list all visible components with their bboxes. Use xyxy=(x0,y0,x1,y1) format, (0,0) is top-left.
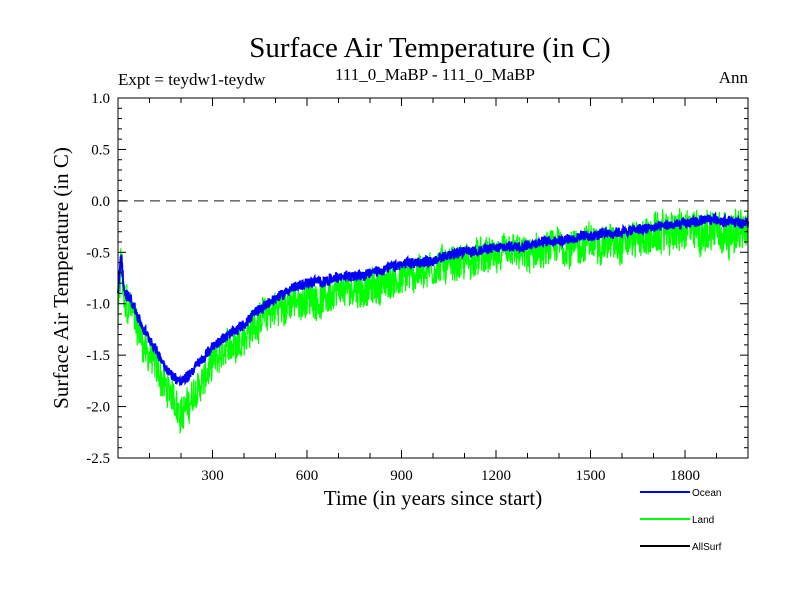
season-label: Ann xyxy=(719,68,749,87)
period-label: 111_0_MaBP - 111_0_MaBP xyxy=(335,65,535,84)
chart-title: Surface Air Temperature (in C) xyxy=(249,32,610,64)
x-tick-label: 1500 xyxy=(576,468,606,484)
legend-label-land: Land xyxy=(692,515,714,526)
y-tick-label: -1.0 xyxy=(86,297,110,313)
chart-legend: Ocean Land AllSurf xyxy=(640,488,722,553)
y-tick-label: -1.5 xyxy=(86,348,110,364)
y-tick-label: -2.0 xyxy=(86,400,110,416)
y-tick-label: 0.5 xyxy=(91,142,110,158)
series-line-ocean xyxy=(117,210,749,387)
y-tick-label: 1.0 xyxy=(91,91,110,107)
y-tick-labels: -2.5 -2.0 -1.5 -1.0 -0.5 0.0 0.5 1.0 xyxy=(86,91,110,467)
legend-label-ocean: Ocean xyxy=(692,488,721,499)
legend-label-allsurf: AllSurf xyxy=(692,542,722,553)
x-tick-label: 1800 xyxy=(670,468,700,484)
x-tick-label: 300 xyxy=(201,468,224,484)
y-axis-label: Surface Air Temperature (in C) xyxy=(49,147,73,409)
y-tick-label: -0.5 xyxy=(86,245,110,261)
x-tick-label: 1200 xyxy=(481,468,511,484)
y-tick-label: 0.0 xyxy=(91,194,110,210)
x-axis-label: Time (in years since start) xyxy=(324,486,543,510)
x-tick-label: 600 xyxy=(296,468,319,484)
y-tick-label: -2.5 xyxy=(86,451,110,467)
x-tick-labels: 300 600 900 1200 1500 1800 xyxy=(201,468,700,484)
plot-series-group xyxy=(117,208,749,434)
axis-ticks-group xyxy=(118,97,748,459)
plot-frame xyxy=(117,97,749,459)
series-line-land xyxy=(117,208,749,434)
x-tick-label: 900 xyxy=(390,468,413,484)
experiment-label: Expt = teydw1-teydw xyxy=(118,70,266,89)
